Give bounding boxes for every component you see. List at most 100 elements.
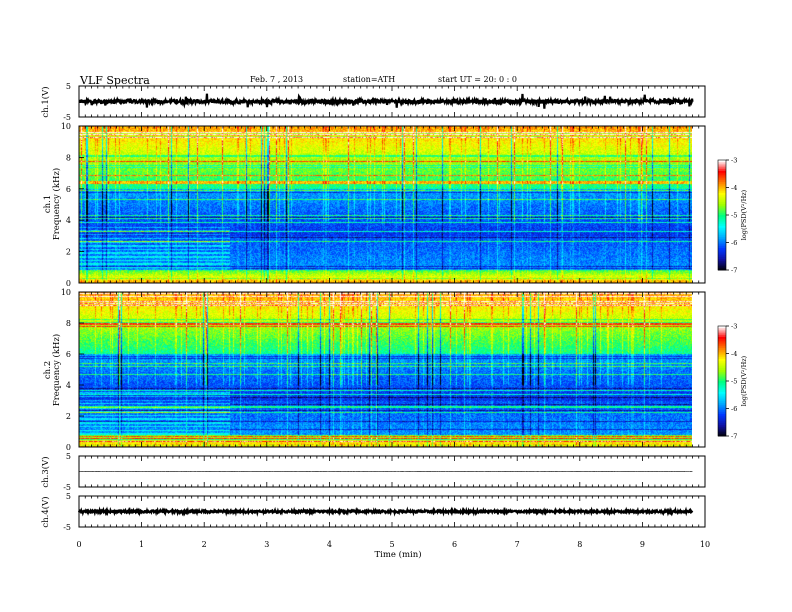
frequency-tick-label: 0 xyxy=(66,443,71,452)
colorbar-swatch xyxy=(718,430,726,433)
colorbar-swatch xyxy=(718,353,726,356)
colorbar-swatch xyxy=(718,237,726,240)
colorbar-swatch xyxy=(718,216,726,220)
colorbar-swatch xyxy=(718,342,726,345)
ch4-waveform-ylabel: ch.4(V) xyxy=(40,496,51,527)
colorbar-swatch xyxy=(718,393,726,397)
colorbar-swatch xyxy=(718,406,726,409)
colorbar-tick-label: -4 xyxy=(731,184,737,192)
colorbar-swatch xyxy=(718,392,726,395)
start-time-label: start UT = 20: 0 : 0 xyxy=(438,75,517,84)
colorbar-swatch xyxy=(718,194,726,198)
colorbar-swatch xyxy=(718,360,726,364)
colorbar-swatch xyxy=(718,368,726,371)
colorbar-swatch xyxy=(718,167,726,170)
colorbar-swatch xyxy=(718,238,726,242)
colorbar-swatch xyxy=(718,185,726,188)
colorbar-swatch xyxy=(718,182,726,185)
colorbar-tick-label: -7 xyxy=(731,267,737,275)
colorbar-swatch xyxy=(718,224,726,227)
colorbar-swatch xyxy=(718,193,726,196)
colorbar-swatch xyxy=(718,397,726,400)
colorbar-tick-label: -4 xyxy=(731,350,737,358)
colorbar-swatch xyxy=(718,370,726,373)
colorbar-swatch xyxy=(718,364,726,367)
frequency-tick-label: 8 xyxy=(66,153,71,162)
colorbar-swatch xyxy=(718,262,726,265)
colorbar-swatch xyxy=(718,333,726,336)
colorbar-swatch xyxy=(718,359,726,362)
colorbar-swatch xyxy=(718,428,726,431)
ch1-spectrogram-ylabel-frequency: Frequency (kHz) xyxy=(51,168,62,240)
frequency-tick-label: 10 xyxy=(61,288,71,297)
colorbar-swatch xyxy=(718,218,726,221)
frequency-tick-label: 8 xyxy=(66,319,71,328)
y-tick-label: 5 xyxy=(66,492,71,501)
colorbar-swatch xyxy=(718,242,726,245)
colorbar-swatch xyxy=(718,417,726,420)
colorbar-swatch xyxy=(718,189,726,192)
colorbar-swatch xyxy=(718,165,726,168)
colorbar-swatch xyxy=(718,202,726,205)
colorbar-swatch xyxy=(718,340,726,343)
colorbar-swatch xyxy=(718,163,726,166)
colorbar-swatch xyxy=(718,196,726,199)
time-tick-label: 5 xyxy=(389,540,394,549)
colorbar-swatch xyxy=(718,205,726,209)
station-label: station=ATH xyxy=(343,75,395,84)
colorbar-swatch xyxy=(718,432,726,435)
colorbar-swatch xyxy=(718,382,726,386)
colorbar-swatch xyxy=(718,209,726,212)
ch4-waveform-frame xyxy=(78,495,706,528)
colorbar-swatch xyxy=(718,231,726,234)
ch1-spectrogram-ylabel-channel: ch.1 xyxy=(43,195,53,213)
colorbar-swatch xyxy=(718,426,726,430)
time-tick-label: 6 xyxy=(452,540,457,549)
ch1-waveform-frame xyxy=(78,85,706,118)
figure-title: VLF Spectra xyxy=(79,74,150,87)
colorbar-swatch xyxy=(718,381,726,384)
colorbar-swatch xyxy=(718,349,726,353)
colorbar-swatch xyxy=(718,240,726,243)
colorbar-swatch xyxy=(718,371,726,375)
time-tick-label: 9 xyxy=(640,540,645,549)
colorbar-swatch xyxy=(718,171,726,174)
time-axis: 0 1 2 3 4 5 6 7 8 9 10 xyxy=(76,540,710,549)
frequency-tick-label: 4 xyxy=(66,381,71,390)
colorbar-tick-label: -5 xyxy=(731,212,737,220)
colorbar-swatch xyxy=(718,338,726,342)
colorbar-swatch xyxy=(718,183,726,187)
colorbar-swatch xyxy=(718,178,726,181)
colorbar-swatch xyxy=(718,222,726,225)
colorbar-swatch xyxy=(718,404,726,408)
colorbar-label: log(PSD(V²/Hz) xyxy=(740,355,748,406)
y-tick-label: -5 xyxy=(63,113,71,122)
colorbar-swatch xyxy=(718,419,726,422)
frequency-tick-label: 4 xyxy=(66,216,71,225)
colorbar-swatch xyxy=(718,401,726,404)
colorbar-swatch xyxy=(718,346,726,349)
colorbar-swatch xyxy=(718,172,726,176)
colorbar-swatch xyxy=(718,335,726,338)
colorbar-label: log(PSD(V²/Hz) xyxy=(740,189,748,240)
colorbar-tick-label: -5 xyxy=(731,378,737,386)
colorbar-swatch xyxy=(718,434,726,437)
waveform-ch1-trace xyxy=(78,93,694,109)
colorbar-tick-label: -7 xyxy=(731,433,737,441)
colorbar-swatch xyxy=(718,366,726,369)
ch1-spectrogram-panel: ch.1 Frequency (kHz) -3 -4 -5 -6 -7 log(PSD(V… xyxy=(43,122,748,288)
colorbar-swatch xyxy=(718,399,726,402)
time-tick-label: 2 xyxy=(202,540,207,549)
colorbar-swatch xyxy=(718,386,726,389)
colorbar-swatch xyxy=(718,207,726,210)
colorbar-swatch xyxy=(718,268,726,271)
date-label: Feb. 7 , 2013 xyxy=(250,75,303,84)
colorbar-tick-label: -3 xyxy=(731,323,737,331)
colorbar-swatch xyxy=(718,187,726,190)
y-tick-label: -5 xyxy=(63,483,71,492)
colorbar-swatch xyxy=(718,213,726,216)
colorbar-swatch xyxy=(718,412,726,415)
ch1-colorbar: -3 -4 -5 -6 -7 log(PSD(V²/Hz) xyxy=(717,157,748,275)
colorbar-swatch xyxy=(718,348,726,351)
